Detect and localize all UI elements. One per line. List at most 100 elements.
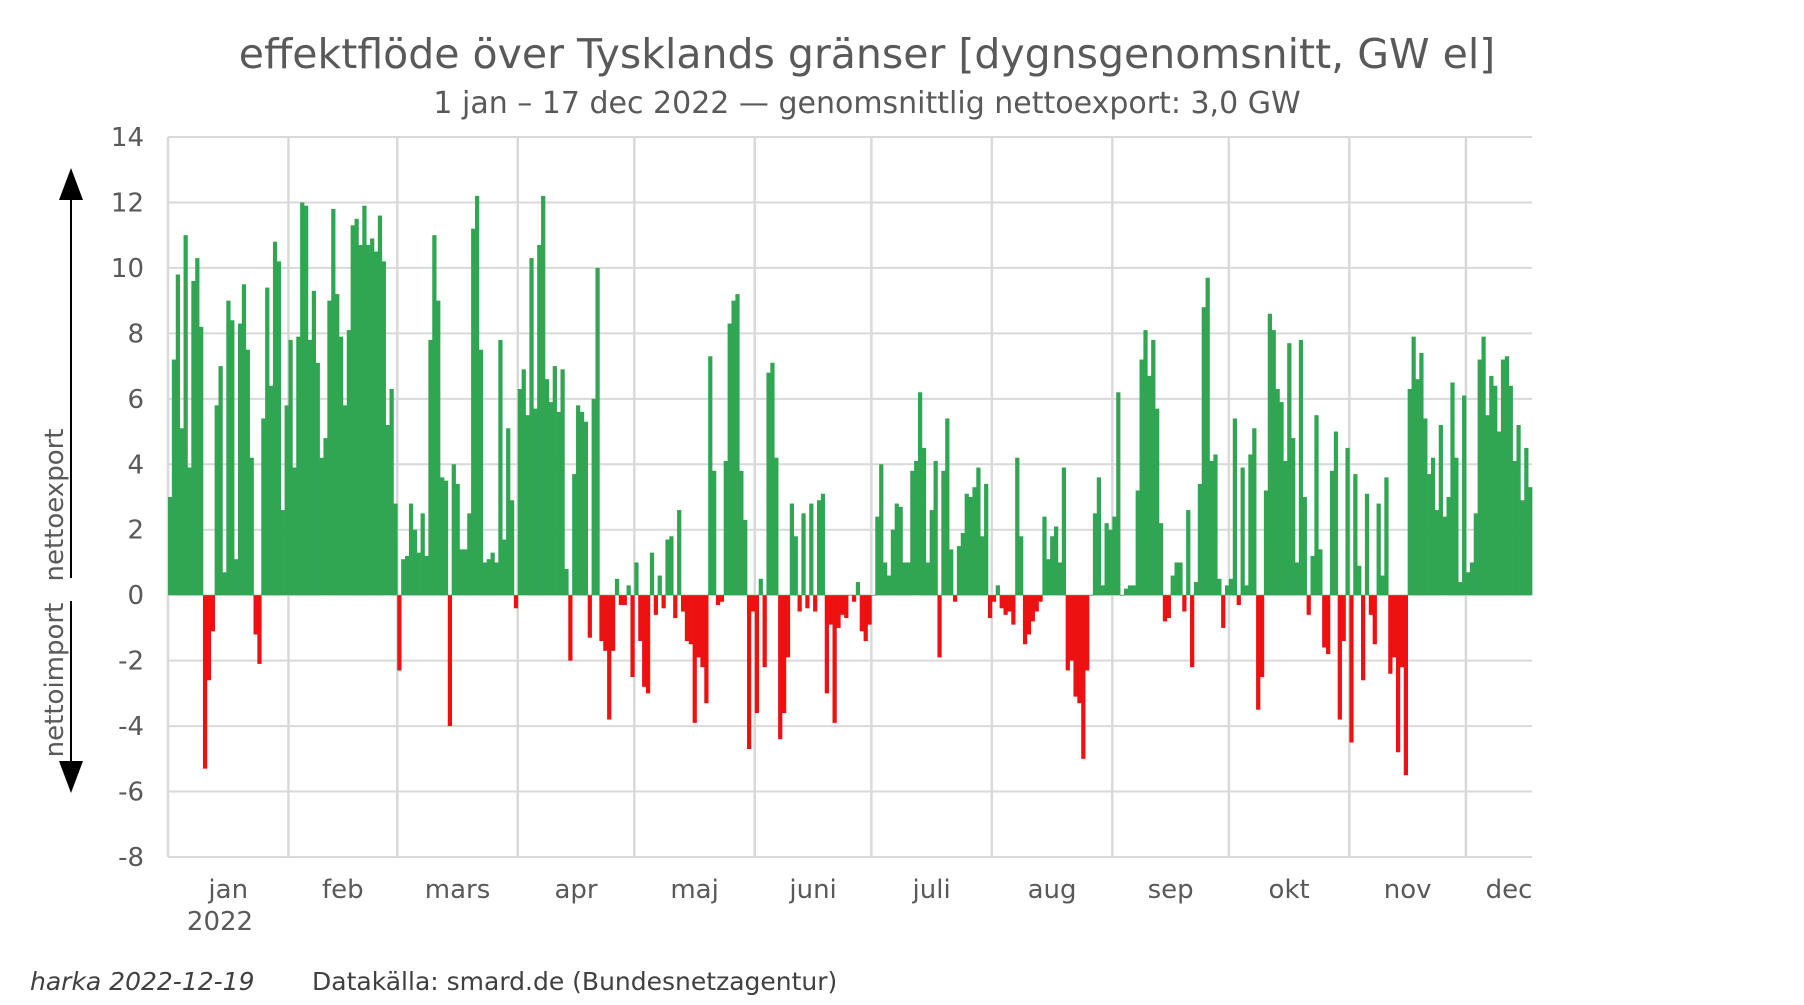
y-tick-label: 14	[111, 123, 144, 153]
bar-export	[1232, 418, 1238, 596]
bar-export	[595, 267, 600, 596]
bar-export	[1143, 330, 1148, 596]
bar-export	[358, 245, 363, 596]
bar-export	[1430, 457, 1436, 596]
bar-export	[1465, 572, 1471, 596]
bar-export	[1054, 526, 1059, 596]
bar-export	[548, 402, 554, 596]
bar-export	[1205, 277, 1210, 596]
bar-export	[1454, 457, 1459, 596]
bar-import	[1403, 595, 1408, 776]
bar-export	[1516, 425, 1521, 596]
bar-export	[478, 349, 484, 596]
bar-export	[311, 290, 317, 596]
bar-export	[1217, 578, 1222, 596]
bar-export	[723, 461, 728, 596]
bar-export	[463, 549, 468, 596]
x-tick-label-juni: juni	[788, 875, 836, 905]
bar-export	[712, 470, 717, 596]
bar-import	[832, 595, 837, 723]
bar-export	[1384, 477, 1389, 596]
bar-export	[855, 582, 861, 596]
bar-export	[820, 493, 826, 596]
bar-import	[638, 595, 643, 641]
bar-import	[1162, 595, 1168, 622]
bar-export	[1318, 549, 1323, 596]
bar-export	[894, 503, 899, 596]
bar-export	[929, 510, 934, 596]
bar-import	[1372, 595, 1377, 645]
bar-import	[599, 595, 604, 641]
bar-export	[381, 261, 386, 596]
bar-import	[257, 595, 262, 664]
footer-source: Datakälla: smard.de (Bundesnetzagentur)	[312, 967, 838, 996]
x-tick-label-juli: juli	[912, 875, 951, 905]
bar-import	[1190, 595, 1195, 668]
arrow-down-icon	[59, 761, 83, 793]
y-axis-ticks: 14 12 10 8 6 4 2 0 -2 -4 -6 -8	[111, 123, 144, 873]
bar-import	[1388, 595, 1393, 674]
bar-import	[202, 595, 208, 769]
bar-export	[980, 536, 985, 596]
bar-export	[1380, 575, 1385, 596]
bar-import	[1221, 595, 1226, 628]
bar-import	[700, 595, 705, 668]
bar-export	[1469, 562, 1475, 596]
bar-export	[657, 575, 662, 596]
bar-export	[350, 225, 355, 596]
bar-import	[1326, 595, 1331, 655]
bar-export	[1357, 565, 1362, 596]
bar-import	[253, 595, 258, 635]
x-tick-label-maj: maj	[670, 875, 718, 905]
bar-export	[183, 235, 188, 596]
bar-export	[809, 503, 814, 596]
bar-import	[1368, 595, 1374, 615]
bar-export	[1477, 359, 1482, 596]
bar-export	[362, 205, 367, 596]
bar-export	[890, 529, 896, 596]
bar-export	[1524, 447, 1529, 596]
bar-export	[949, 549, 954, 596]
bar-export	[1225, 585, 1230, 596]
bar-export	[1244, 585, 1249, 596]
bar-import	[1236, 595, 1241, 605]
bar-export	[774, 457, 779, 596]
bar-export	[214, 405, 219, 596]
bar-import	[603, 595, 608, 651]
x-tick-label-feb: feb	[322, 875, 364, 905]
bar-export	[1376, 503, 1381, 596]
bar-import	[762, 595, 767, 668]
bar-export	[226, 300, 231, 596]
bar-import	[999, 595, 1004, 609]
bar-export	[272, 241, 278, 596]
bar-import	[673, 595, 678, 619]
bar-export	[354, 218, 359, 596]
bar-import	[1081, 595, 1086, 759]
bar-export	[945, 418, 950, 596]
bar-export	[327, 300, 332, 596]
bar-import	[952, 595, 958, 602]
bar-export	[393, 503, 398, 596]
x-tick-label-aug: aug	[1028, 875, 1077, 905]
bar-export	[179, 428, 184, 596]
y-tick-label: 10	[111, 254, 144, 284]
bar-import	[991, 595, 997, 602]
bar-export	[377, 215, 383, 596]
bar-export	[428, 339, 433, 596]
bar-import	[867, 595, 872, 625]
bar-export	[1481, 336, 1486, 596]
bar-export	[467, 513, 472, 596]
bar-export	[276, 261, 282, 596]
bar-export	[910, 470, 915, 596]
bar-export	[1174, 562, 1179, 596]
bar-export	[793, 536, 798, 596]
bar-export	[914, 461, 919, 596]
bar-export	[171, 359, 177, 596]
year-label: 2022	[187, 907, 253, 937]
bar-export	[529, 258, 534, 596]
bar-export	[1333, 431, 1339, 596]
bar-import	[1073, 595, 1078, 697]
bar-export	[432, 235, 437, 596]
y-tick-label: -2	[118, 647, 144, 677]
